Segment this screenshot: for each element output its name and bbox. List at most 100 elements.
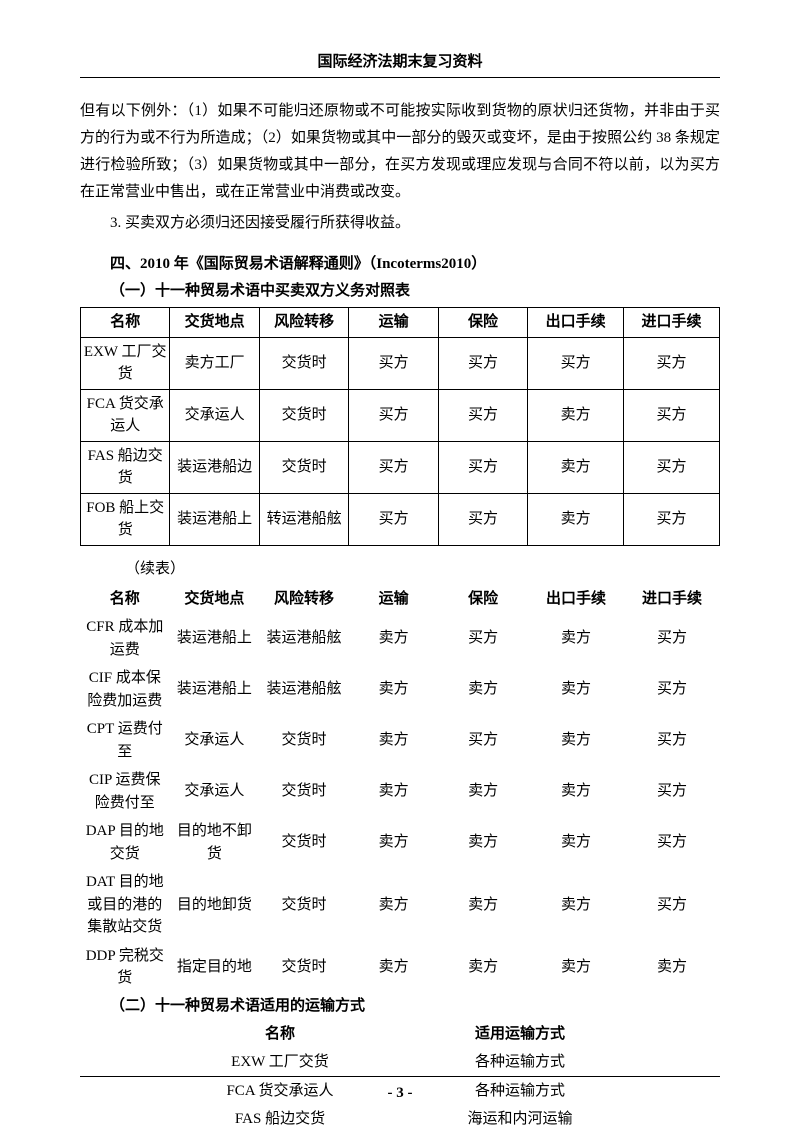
- cell: 各种运输方式: [400, 1048, 640, 1077]
- cell: 卖方: [438, 817, 528, 868]
- cell: 卖方: [528, 715, 624, 766]
- th-delivery: 交货地点: [170, 585, 260, 614]
- cell: 买方: [528, 337, 624, 389]
- cell: 买方: [624, 613, 720, 664]
- cell: 卖方: [528, 766, 624, 817]
- cell: 卖方: [528, 817, 624, 868]
- cell: 卖方: [438, 766, 528, 817]
- th-risk: 风险转移: [259, 308, 348, 338]
- cell: 卖方: [349, 766, 439, 817]
- cell-name: DAP 目的地交货: [80, 817, 170, 868]
- table-row: CFR 成本加运费 装运港船上 装运港船舷 卖方 买方 卖方 买方: [80, 613, 720, 664]
- cell: 卖方: [528, 389, 624, 441]
- th-import: 进口手续: [624, 308, 720, 338]
- cell-name: FOB 船上交货: [81, 493, 170, 545]
- cell-name: CPT 运费付至: [80, 715, 170, 766]
- header-title: 国际经济法期末复习资料: [317, 54, 482, 70]
- cell: 目的地不卸货: [170, 817, 260, 868]
- cell: 装运港船上: [170, 664, 260, 715]
- th-mode: 适用运输方式: [400, 1020, 640, 1049]
- cell: 买方: [438, 493, 527, 545]
- table-row: CPT 运费付至 交承运人 交货时 卖方 买方 卖方 买方: [80, 715, 720, 766]
- cell: 交货时: [259, 766, 349, 817]
- cell: 买方: [438, 441, 527, 493]
- cell: 交货时: [259, 337, 348, 389]
- cell: 交货时: [259, 817, 349, 868]
- cell: 买方: [624, 766, 720, 817]
- table-row: FOB 船上交货 装运港船上 转运港船舷 买方 买方 卖方 买方: [81, 493, 720, 545]
- cell: 卖方: [349, 868, 439, 942]
- section-4-title: 四、2010 年《国际贸易术语解释通则》（Incoterms2010）: [80, 251, 720, 278]
- body-paragraph-1: 但有以下例外：（1）如果不可能归还原物或不可能按实际收到货物的原状归还货物，并非…: [80, 98, 720, 206]
- cell: 装运港船边: [170, 441, 259, 493]
- cell: 目的地卸货: [170, 868, 260, 942]
- cell: 买方: [624, 715, 720, 766]
- cell: 买方: [624, 868, 720, 942]
- cell: 海运和内河运输: [400, 1105, 640, 1134]
- cell: 卖方: [528, 441, 624, 493]
- table-row: FAS 船边交货 装运港船边 交货时 买方 买方 卖方 买方: [81, 441, 720, 493]
- cell: 买方: [438, 715, 528, 766]
- cell: 交货时: [259, 441, 348, 493]
- cell: 交货时: [259, 868, 349, 942]
- cell: 买方: [349, 493, 438, 545]
- cell: 交承运人: [170, 766, 260, 817]
- th-delivery: 交货地点: [170, 308, 259, 338]
- table-row: FAS 船边交货 海运和内河运输: [160, 1105, 640, 1134]
- section-4-sub1: （一）十一种贸易术语中买卖双方义务对照表: [80, 278, 720, 305]
- cell: 买方: [438, 389, 527, 441]
- cell: 卖方: [438, 942, 528, 993]
- table-row: CIF 成本保险费加运费 装运港船上 装运港船舷 卖方 卖方 卖方 买方: [80, 664, 720, 715]
- section-4-sub2: （二）十一种贸易术语适用的运输方式: [80, 993, 720, 1020]
- cell: 买方: [624, 493, 720, 545]
- cell: 买方: [624, 389, 720, 441]
- table-row: DDP 完税交货 指定目的地 交货时 卖方 卖方 卖方 卖方: [80, 942, 720, 993]
- cell: 卖方: [438, 868, 528, 942]
- cell: 装运港船上: [170, 613, 260, 664]
- th-name: 名称: [81, 308, 170, 338]
- page-footer: - 3 -: [80, 1076, 720, 1102]
- cell: 交货时: [259, 942, 349, 993]
- cell: 卖方: [349, 664, 439, 715]
- cell-name: FAS 船边交货: [81, 441, 170, 493]
- cell: 卖方: [528, 664, 624, 715]
- th-risk: 风险转移: [259, 585, 349, 614]
- th-import: 进口手续: [624, 585, 720, 614]
- body-paragraph-2: 3. 买卖双方必须归还因接受履行所获得收益。: [80, 210, 720, 237]
- cell: 卖方: [624, 942, 720, 993]
- cell-name: CIF 成本保险费加运费: [80, 664, 170, 715]
- th-export: 出口手续: [528, 308, 624, 338]
- table-header-row: 名称 适用运输方式: [160, 1020, 640, 1049]
- cell: 交货时: [259, 715, 349, 766]
- cell: 买方: [438, 337, 527, 389]
- th-name: 名称: [80, 585, 170, 614]
- cell: 卖方: [528, 613, 624, 664]
- th-transport: 运输: [349, 308, 438, 338]
- cell: 装运港船舷: [259, 664, 349, 715]
- cell: FAS 船边交货: [160, 1105, 400, 1134]
- th-insurance: 保险: [438, 585, 528, 614]
- table-header-row: 名称 交货地点 风险转移 运输 保险 出口手续 进口手续: [81, 308, 720, 338]
- table-row: DAP 目的地交货 目的地不卸货 交货时 卖方 卖方 卖方 买方: [80, 817, 720, 868]
- cell: 买方: [349, 337, 438, 389]
- cell: 买方: [349, 389, 438, 441]
- table-row: CIP 运费保险费付至 交承运人 交货时 卖方 卖方 卖方 买方: [80, 766, 720, 817]
- obligations-table-a: 名称 交货地点 风险转移 运输 保险 出口手续 进口手续 EXW 工厂交货 卖方…: [80, 307, 720, 546]
- table-row: FCA 货交承运人 交承运人 交货时 买方 买方 卖方 买方: [81, 389, 720, 441]
- cell-name: EXW 工厂交货: [81, 337, 170, 389]
- cell: 卖方: [528, 942, 624, 993]
- cell-name: DDP 完税交货: [80, 942, 170, 993]
- cell: 指定目的地: [170, 942, 260, 993]
- table-row: EXW 工厂交货 卖方工厂 交货时 买方 买方 买方 买方: [81, 337, 720, 389]
- cell: 转运港船舷: [259, 493, 348, 545]
- cell: 买方: [624, 337, 720, 389]
- table-row: EXW 工厂交货 各种运输方式: [160, 1048, 640, 1077]
- table-header-row: 名称 交货地点 风险转移 运输 保险 出口手续 进口手续: [80, 585, 720, 614]
- cell: 买方: [624, 817, 720, 868]
- cell: 卖方: [349, 817, 439, 868]
- continue-label: （续表）: [80, 556, 720, 583]
- cell: 卖方: [349, 942, 439, 993]
- cell: 买方: [624, 664, 720, 715]
- cell-name: DAT 目的地或目的港的集散站交货: [80, 868, 170, 942]
- cell: 卖方: [528, 868, 624, 942]
